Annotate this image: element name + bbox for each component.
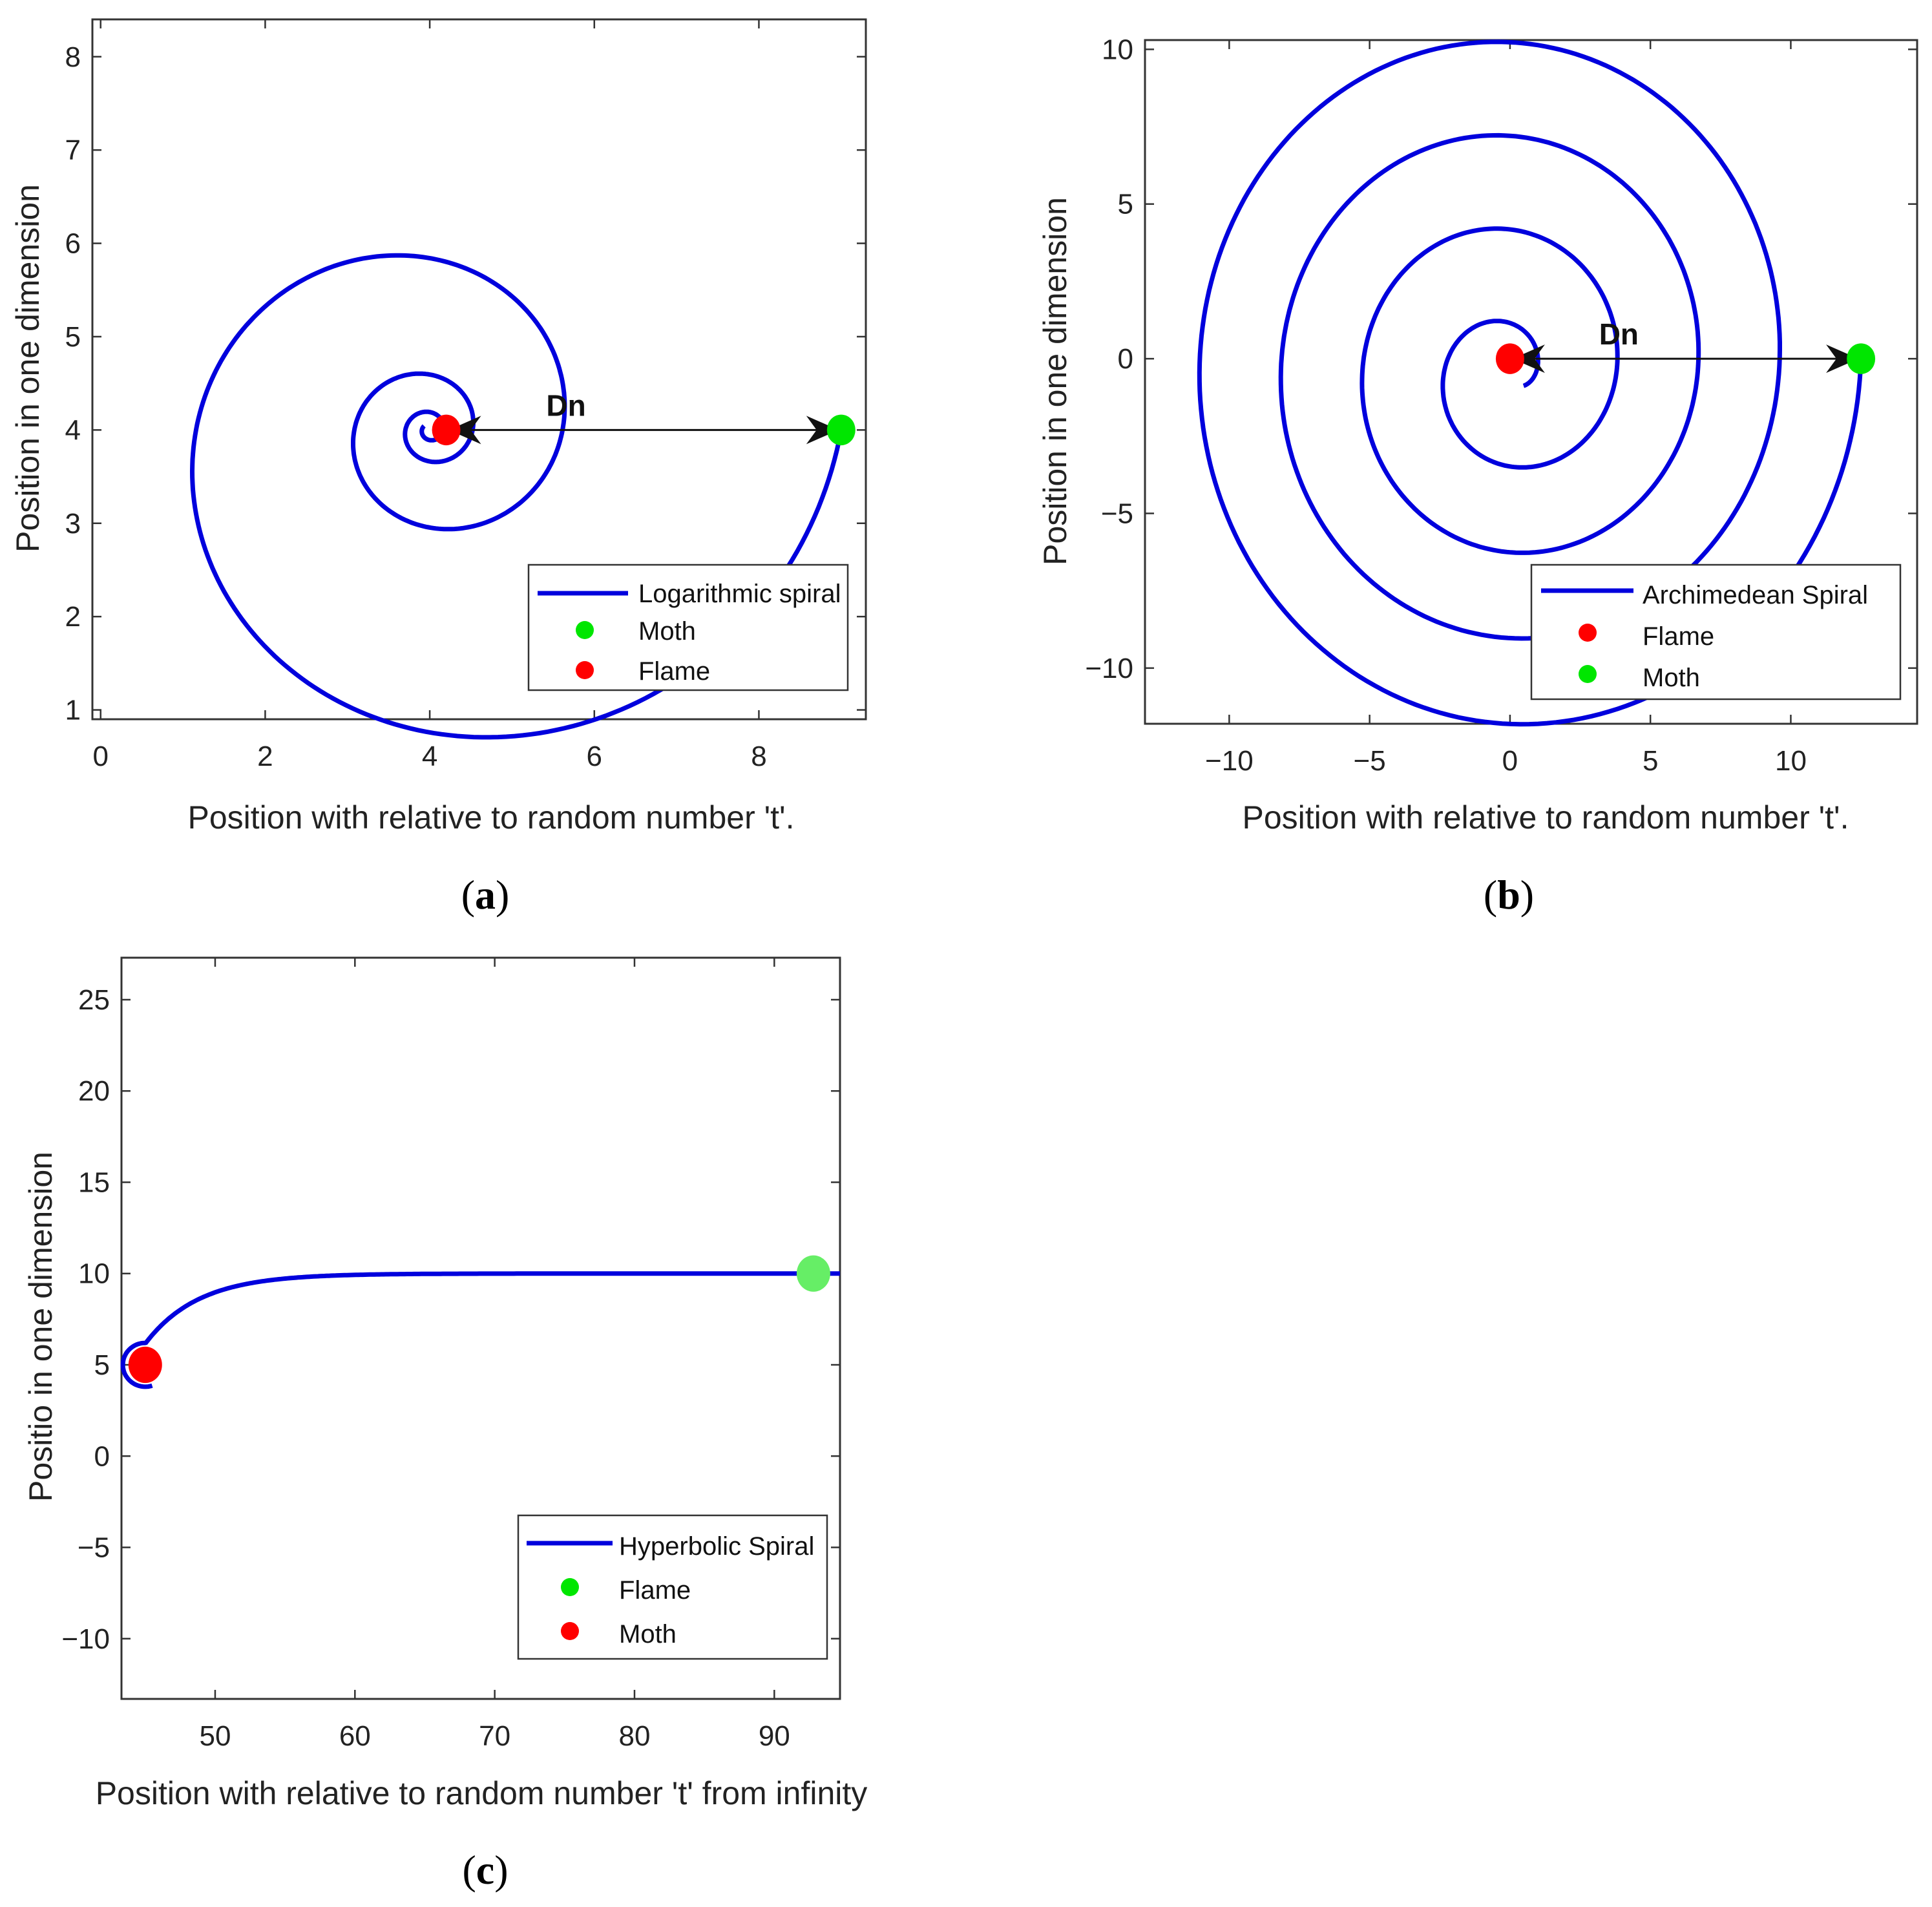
c-point-flame	[796, 1255, 830, 1292]
caption-b: (b)	[1484, 872, 1534, 918]
dn-label-b: Dn	[1599, 317, 1639, 351]
y-axis-label-a: Position in one dimension	[10, 184, 46, 553]
points-c	[128, 1255, 830, 1384]
panel-a: 0 2 4 6 8 1 2 3 4 5 6 7 8 Dn Position with relative …	[10, 18, 867, 918]
c-ytick-label: 10	[78, 1258, 110, 1290]
legend-label-b-2: Moth	[1643, 664, 1700, 692]
y-axis-label-b: Position in one dimension	[1037, 197, 1073, 565]
a-arrow-head	[448, 416, 481, 445]
a-ytick-label: 6	[65, 228, 81, 260]
ticks-b: −10 −5 0 5 10 −10 −5 0 5 10	[1085, 34, 1917, 777]
ticks-a: 0 2 4 6 8 1 2 3 4 5 6 7 8	[65, 19, 866, 772]
b-ytick-label: 0	[1118, 343, 1133, 375]
b-ytick-label: 5	[1118, 189, 1133, 220]
c-ytick-label: 15	[78, 1166, 110, 1198]
c-xtick-label: 90	[759, 1720, 790, 1752]
legend-label-c-0: Hyperbolic Spiral	[619, 1532, 814, 1561]
points-a	[432, 414, 856, 446]
c-xtick-label: 50	[199, 1720, 231, 1752]
b-xtick-label: 10	[1775, 745, 1807, 777]
caption-letter-c: c	[476, 1847, 494, 1893]
c-ytick-label: 0	[94, 1440, 110, 1472]
y-axis-label-c: Positio in one dimension	[23, 1152, 59, 1502]
b-ytick-label: −5	[1101, 498, 1133, 529]
a-ytick-label: 4	[65, 414, 81, 446]
caption-c: (c)	[462, 1847, 508, 1893]
legend-c: Hyperbolic Spiral Flame Moth	[517, 1514, 828, 1660]
legend-dot-moth-c	[561, 1622, 579, 1640]
legend-label-c-2: Moth	[619, 1620, 677, 1649]
c-ytick-label: 20	[78, 1075, 110, 1107]
a-ytick-label: 2	[65, 601, 81, 633]
legend-label-b-0: Archimedean Spiral	[1643, 581, 1868, 609]
c-ytick-label: −5	[78, 1532, 110, 1564]
a-xtick-label: 0	[92, 741, 108, 772]
plot-frame-c	[120, 956, 841, 1700]
points-b	[1495, 343, 1876, 374]
c-xtick-label: 70	[479, 1720, 510, 1752]
legend-label-a-0: Logarithmic spiral	[638, 580, 841, 608]
legend-label-b-1: Flame	[1643, 622, 1714, 651]
panel-c: 50 60 70 80 90 −10 −5 0 5 10 15 20 25 Position with …	[23, 956, 868, 1893]
a-xtick-label: 4	[422, 741, 437, 772]
panel-b: −10 −5 0 5 10 −10 −5 0 5 10 Dn Position with rela…	[1037, 34, 1918, 918]
a-ytick-label: 3	[65, 508, 81, 540]
c-xtick-label: 80	[619, 1720, 651, 1752]
caption-letter-a: a	[475, 872, 496, 918]
b-xtick-label: −10	[1205, 745, 1254, 777]
dn-arrow-b	[1512, 344, 1859, 374]
b-point-moth	[1847, 343, 1876, 374]
legend-label-a-1: Moth	[638, 617, 696, 646]
c-ytick-label: 5	[94, 1349, 110, 1381]
ticks-c: 50 60 70 80 90 −10 −5 0 5 10 15 20 25	[61, 958, 840, 1752]
c-xtick-label: 60	[339, 1720, 371, 1752]
caption-letter-b: b	[1497, 872, 1520, 918]
legend-dot-flame-c	[561, 1578, 579, 1596]
a-ytick-label: 5	[65, 321, 81, 353]
hyperbolic-spiral-line	[120, 1271, 840, 1389]
a-ytick-label: 1	[65, 695, 81, 726]
legend-dot-flame-a	[576, 661, 594, 679]
a-arrow-head	[806, 416, 839, 445]
archimedean-spiral-line	[1197, 39, 1864, 727]
a-xtick-label: 8	[751, 741, 766, 772]
legend-dot-moth-b	[1579, 665, 1597, 683]
caption-a: (a)	[461, 872, 510, 918]
b-xtick-label: −5	[1354, 745, 1386, 777]
c-ytick-label: 25	[78, 984, 110, 1016]
b-arrow-head	[1512, 344, 1545, 374]
a-point-moth	[826, 414, 856, 446]
plot-frame-a	[91, 18, 867, 721]
x-axis-label-a: Position with relative to random number …	[188, 799, 795, 836]
b-xtick-label: 0	[1502, 745, 1518, 777]
a-ytick-label: 8	[65, 41, 81, 73]
a-point-flame	[432, 414, 461, 446]
legend-dot-flame-b	[1579, 624, 1597, 642]
dn-arrow-a	[448, 416, 839, 445]
b-point-flame	[1495, 343, 1524, 374]
legend-label-c-1: Flame	[619, 1576, 691, 1605]
c-point-moth	[128, 1346, 162, 1384]
x-axis-label-b: Position with relative to random number …	[1243, 799, 1849, 836]
c-ytick-label: −10	[61, 1623, 110, 1655]
b-ytick-label: −10	[1085, 653, 1133, 684]
x-axis-label-c: Position with relative to random number …	[96, 1775, 868, 1811]
dn-label-a: Dn	[546, 388, 585, 422]
b-arrow-head	[1826, 344, 1859, 374]
legend-b: Archimedean Spiral Flame Moth	[1530, 564, 1902, 701]
a-xtick-label: 2	[257, 741, 273, 772]
b-xtick-label: 5	[1643, 745, 1658, 777]
b-ytick-label: 10	[1102, 34, 1133, 65]
legend-dot-moth-a	[576, 621, 594, 639]
legend-label-a-2: Flame	[638, 657, 710, 686]
legend-a: Logarithmic spiral Moth Flame	[527, 564, 849, 691]
a-ytick-label: 7	[65, 134, 81, 166]
a-xtick-label: 6	[587, 741, 602, 772]
